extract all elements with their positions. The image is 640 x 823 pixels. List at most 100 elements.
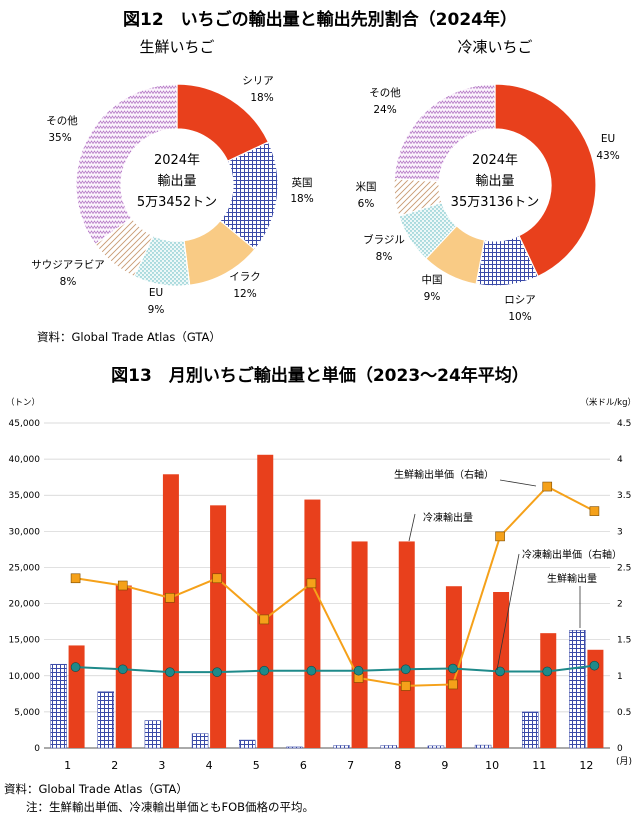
pie1-label-name-0: シリア xyxy=(242,75,274,87)
x-tick-label: 5 xyxy=(253,759,260,772)
bar-fresh-volume xyxy=(144,720,162,749)
x-tick-label: 4 xyxy=(206,759,213,772)
pie1-label-pct-1: 18% xyxy=(290,193,313,205)
line-marker-square xyxy=(306,578,317,589)
y-right-tick-label: 1 xyxy=(617,672,623,682)
pie2-label-pct-4: 6% xyxy=(358,198,375,210)
bar-frozen-volume xyxy=(304,499,321,748)
pie2-label-name-4: 米国 xyxy=(356,180,377,193)
line-marker-circle xyxy=(448,663,458,674)
y-right-tick-label: 0.5 xyxy=(617,708,631,718)
bar-fresh-volume xyxy=(97,691,114,749)
line-marker-square xyxy=(70,573,81,584)
line-marker-square xyxy=(259,614,270,625)
x-tick-label: 2 xyxy=(111,759,118,772)
x-tick-label: 6 xyxy=(300,759,307,772)
pie2-label-pct-1: 10% xyxy=(508,311,531,323)
pie1-labels: シリア 18% 英国 18% イラク 12% EU 9% サウジアラビア 8% … xyxy=(31,75,313,316)
pie2-title: 冷凍いちご xyxy=(457,38,532,56)
x-tick-label: 10 xyxy=(485,759,499,772)
bar-frozen-volume xyxy=(398,541,415,748)
bar-fresh-volume xyxy=(191,733,209,749)
line-marker-square xyxy=(542,481,553,492)
line-marker-square xyxy=(448,679,458,690)
annotation-fresh-price-leader xyxy=(499,479,537,487)
chart-annotations: 生鮮輸出単価（右軸） 冷凍輸出量 冷凍輸出単価（右軸） 生鮮輸出量 xyxy=(394,468,622,671)
bar-fresh-volume xyxy=(569,630,586,749)
line-square xyxy=(75,485,595,687)
bar-frozen-volume xyxy=(162,474,179,748)
y-right-tick-label: 3.5 xyxy=(617,491,631,501)
line-marker-square xyxy=(400,681,411,691)
bar-frozen-volume xyxy=(68,645,85,748)
y-left-tick-labels: 0 5,000 10,000 15,000 20,000 25,000 30,000 35,0… xyxy=(9,419,41,754)
chart-gridlines xyxy=(44,422,610,749)
y-right-tick-label: 0 xyxy=(617,744,623,754)
pie2-label-pct-5: 24% xyxy=(373,104,396,116)
pie1-label-pct-5: 35% xyxy=(48,132,71,144)
pie1-center-text: 2024年 輸出量 5万3452トン xyxy=(137,153,217,210)
pie2-label-name-0: EU xyxy=(601,133,615,145)
y-left-tick-label: 35,000 xyxy=(9,491,41,501)
pie1-label-name-5: その他 xyxy=(46,114,78,127)
bar-fresh-volume xyxy=(474,744,492,749)
line-marker-square xyxy=(165,592,175,603)
pie2-center-text: 2024年 輸出量 35万3136トン xyxy=(451,153,540,210)
y-left-tick-label: 45,000 xyxy=(9,419,41,429)
pie1-label-name-4: サウジアラビア xyxy=(31,259,105,271)
fig13-source: 資料：Global Trade Atlas（GTA） xyxy=(4,782,188,796)
bar-fresh-volume xyxy=(427,745,445,749)
pie1-title: 生鮮いちご xyxy=(139,38,214,56)
x-tick-label: 9 xyxy=(441,759,448,772)
y-left-tick-label: 5,000 xyxy=(14,708,40,718)
x-tick-label: 8 xyxy=(394,759,401,772)
pie2-label-name-2: 中国 xyxy=(422,273,443,286)
pie2-center-line2: 輸出量 xyxy=(475,174,514,189)
x-unit: (月) xyxy=(616,756,632,767)
y-left-tick-label: 0 xyxy=(34,744,40,754)
pie2-label-pct-0: 43% xyxy=(596,150,619,162)
pie1-center-line1: 2024年 xyxy=(154,153,200,168)
x-tick-labels: 1 2 3 4 5 6 7 8 9 10 11 12 xyxy=(64,759,593,772)
line-marker-circle xyxy=(589,660,600,671)
y-right-tick-label: 2.5 xyxy=(617,563,631,573)
bar-series xyxy=(50,454,604,749)
pie1-label-name-3: EU xyxy=(149,287,163,299)
pie-chart-frozen xyxy=(393,83,597,287)
bar-frozen-volume xyxy=(540,633,557,748)
line-marker-circle xyxy=(165,667,175,677)
line-marker-circle xyxy=(259,665,270,676)
line-marker-square xyxy=(589,506,600,516)
annotation-fresh-price: 生鮮輸出単価（右軸） xyxy=(394,468,494,481)
bar-frozen-volume xyxy=(351,541,368,748)
pie1-label-name-1: 英国 xyxy=(292,176,313,189)
y-left-unit: （トン） xyxy=(6,397,40,408)
y-right-tick-label: 1.5 xyxy=(617,636,631,646)
y-right-tick-label: 3 xyxy=(617,527,623,537)
y-right-tick-label: 4 xyxy=(617,455,623,465)
x-tick-label: 11 xyxy=(532,759,546,772)
fig12-title: 図12 いちごの輸出量と輸出先別割合（2024年） xyxy=(123,9,517,30)
x-tick-label: 7 xyxy=(347,759,354,772)
pie-chart-fresh xyxy=(75,83,279,287)
x-tick-label: 1 xyxy=(64,759,71,772)
donut-hole xyxy=(121,129,233,241)
bar-frozen-volume xyxy=(587,649,604,748)
line-marker-circle xyxy=(495,666,505,677)
donut-hole xyxy=(439,129,551,241)
y-right-tick-labels: 0 0.5 1 1.5 2 2.5 3 3.5 4 4.5 xyxy=(617,419,631,754)
pie1-label-pct-4: 8% xyxy=(60,276,77,288)
y-left-tick-label: 20,000 xyxy=(9,600,41,610)
annotation-frozen-volume-leader xyxy=(408,513,416,542)
y-left-tick-label: 25,000 xyxy=(9,563,41,573)
y-left-tick-label: 10,000 xyxy=(9,672,41,682)
fig12-source: 資料：Global Trade Atlas（GTA） xyxy=(37,330,221,344)
line-series xyxy=(70,481,600,691)
y-right-unit: （米ドル/kg） xyxy=(580,397,636,408)
line-marker-square xyxy=(212,573,222,584)
x-tick-label: 12 xyxy=(579,759,593,772)
line-marker-circle xyxy=(400,664,411,675)
line-marker-circle xyxy=(306,665,317,676)
pie2-center-line3: 35万3136トン xyxy=(451,195,540,210)
